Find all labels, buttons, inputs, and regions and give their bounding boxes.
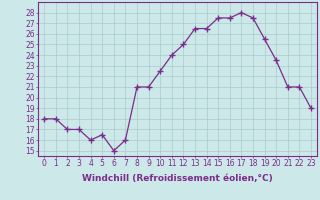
X-axis label: Windchill (Refroidissement éolien,°C): Windchill (Refroidissement éolien,°C) bbox=[82, 174, 273, 183]
